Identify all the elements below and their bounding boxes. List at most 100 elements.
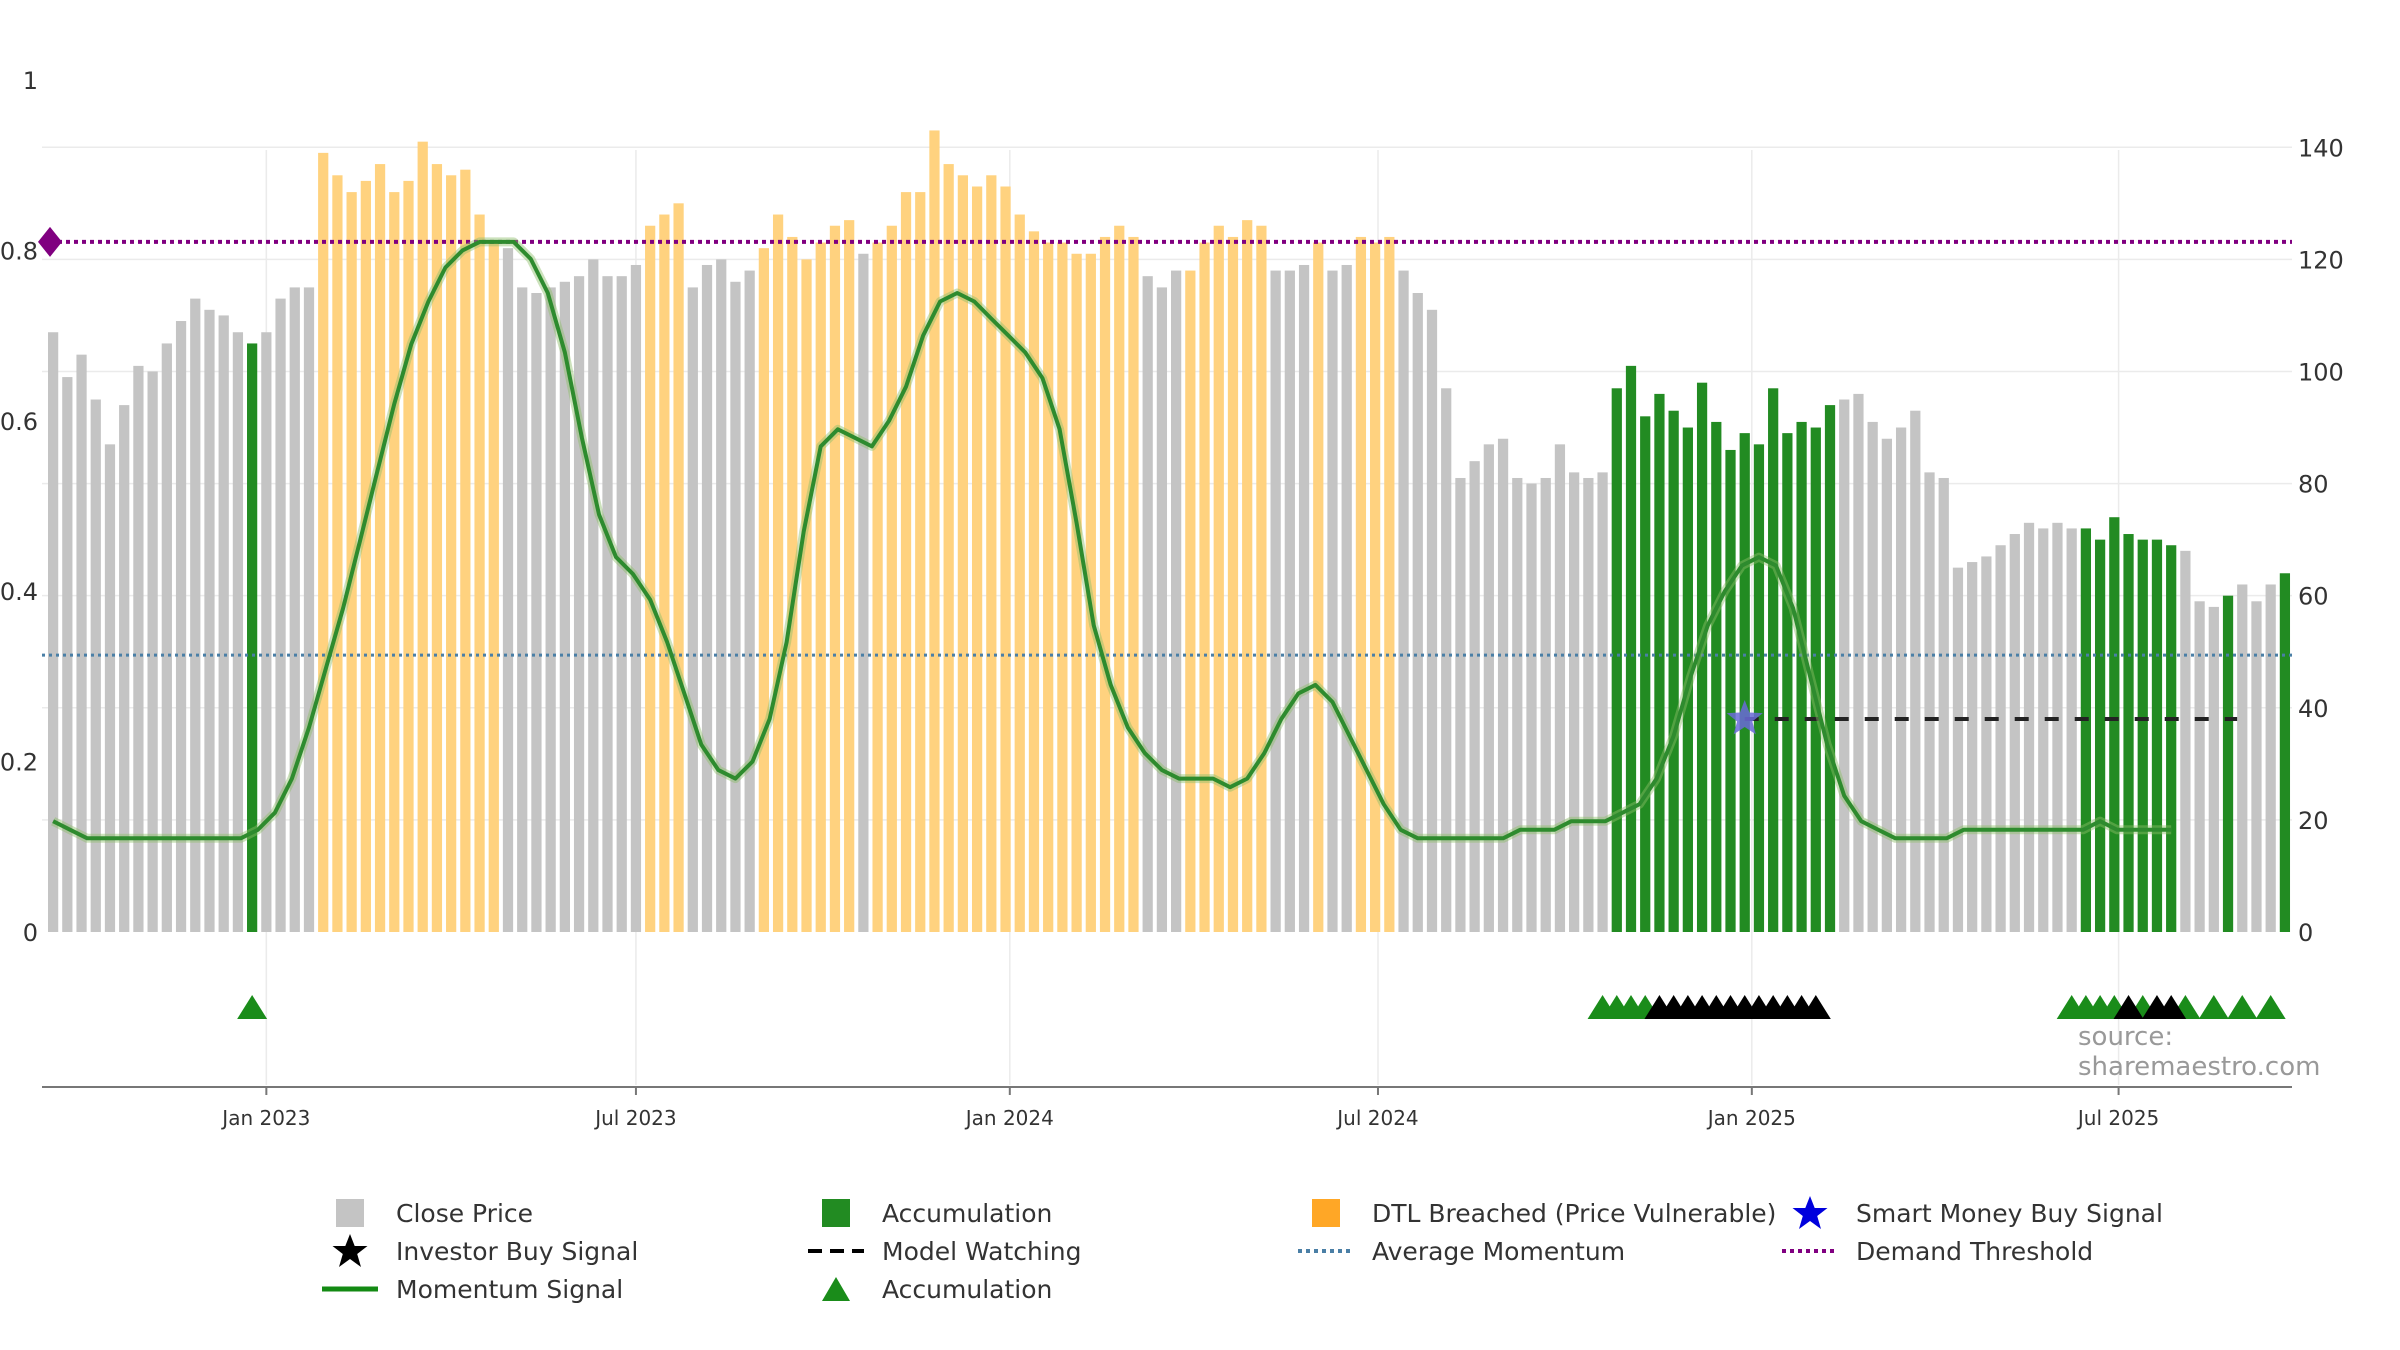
price-bar <box>1426 309 1438 932</box>
price-bar <box>915 192 926 932</box>
legend-label-average-momentum: Average Momentum <box>1372 1236 1626 1266</box>
price-bar <box>1995 545 2006 932</box>
price-bar <box>460 169 471 932</box>
price-bar <box>1099 236 1111 932</box>
price-bar <box>1554 444 1566 932</box>
price-bar <box>1455 477 1466 932</box>
price-bar <box>175 321 187 932</box>
legend-label-close-price: Close Price <box>396 1198 534 1228</box>
right-tick-label: 0 <box>2298 919 2313 947</box>
price-bar <box>616 276 627 932</box>
price-bar <box>1952 567 1964 932</box>
price-bar <box>730 281 741 933</box>
right-tick-label: 20 <box>2298 807 2329 835</box>
price-bar <box>1881 438 1892 932</box>
price-bar <box>1114 225 1125 933</box>
legend-item-demand-threshold: Demand Threshold <box>1780 1233 2093 1269</box>
right-tick-label: 80 <box>2298 471 2329 499</box>
price-bar <box>1256 225 1267 933</box>
right-tick-label: 140 <box>2298 134 2344 162</box>
price-bar <box>2038 528 2049 932</box>
accumulation-triangle <box>2198 995 2229 1019</box>
price-bar <box>403 180 414 933</box>
price-bar <box>474 214 485 933</box>
dashed-line-icon <box>808 1249 864 1253</box>
price-bar <box>147 371 158 932</box>
price-bar <box>1782 433 1793 932</box>
price-bar <box>1156 287 1168 932</box>
price-bar <box>1967 562 1978 932</box>
price-bar <box>2094 539 2106 932</box>
price-bar <box>900 192 912 932</box>
price-bar <box>1611 388 1622 933</box>
price-bar <box>1497 438 1509 932</box>
price-bar <box>1796 421 1807 932</box>
legend-item-average-momentum: Average Momentum <box>1296 1233 1625 1269</box>
price-bar <box>133 365 144 932</box>
price-bar <box>76 354 87 932</box>
price-bar <box>772 214 784 933</box>
price-bar <box>1696 382 1708 932</box>
price-bar <box>2052 522 2063 932</box>
price-bar <box>588 259 599 932</box>
price-bar <box>374 164 386 932</box>
star-icon <box>332 1234 368 1267</box>
price-bar <box>1355 236 1367 932</box>
price-bar <box>1540 477 1551 932</box>
price-bar <box>1483 444 1494 932</box>
price-bar <box>2123 534 2134 932</box>
price-bar <box>872 242 883 933</box>
price-bar <box>517 287 528 932</box>
price-bar <box>1412 293 1423 932</box>
price-bar <box>801 259 812 932</box>
price-bar <box>2009 534 2020 932</box>
price-bar <box>360 180 371 933</box>
legend-label-smart-money: Smart Money Buy Signal <box>1856 1198 2163 1228</box>
price-bar <box>787 236 798 932</box>
price-bar <box>275 298 286 933</box>
price-bar <box>204 309 215 932</box>
price-bar <box>531 293 542 932</box>
price-bar <box>1185 270 1196 932</box>
price-bar <box>573 276 585 932</box>
axes: 0 0.2 0.4 0.6 0.8 1 0 20 40 60 80 100 120 140 Jan 2023… <box>0 67 2344 1130</box>
price-bar <box>2251 601 2262 932</box>
price-bar <box>1924 472 1935 932</box>
price-bar <box>2151 539 2163 932</box>
price-bar <box>1583 477 1594 932</box>
price-bar <box>929 130 940 932</box>
price-bar <box>1171 270 1182 932</box>
price-bar <box>232 332 244 933</box>
left-tick-label: 0 <box>23 919 38 947</box>
triangle-icon <box>822 1277 850 1301</box>
price-bar <box>1640 416 1651 932</box>
legend-label-accumulation-triangle: Accumulation <box>882 1274 1053 1304</box>
left-tick-label: 0.2 <box>0 749 38 777</box>
legend-label-dtl-breached: DTL Breached (Price Vulnerable) <box>1372 1198 1777 1228</box>
price-bar <box>218 315 229 933</box>
price-bar <box>1043 242 1054 933</box>
price-bar <box>971 186 983 932</box>
price-bar <box>2265 584 2276 932</box>
price-bar <box>417 141 428 932</box>
price-bar <box>1867 421 1878 932</box>
price-bar <box>2080 528 2092 932</box>
momentum-series <box>51 237 2172 843</box>
price-bar <box>1668 410 1679 932</box>
legend-label-investor-buy: Investor Buy Signal <box>396 1236 639 1266</box>
x-tick-label: Jan 2024 <box>964 1106 1054 1130</box>
price-bar <box>1284 270 1295 932</box>
price-bar <box>1128 236 1139 932</box>
accumulation-swatch <box>822 1199 850 1227</box>
smart-money-star <box>1726 700 1763 735</box>
price-bar <box>1270 270 1281 932</box>
price-bar <box>1398 270 1409 932</box>
price-bar <box>1654 393 1665 932</box>
legend-label-momentum-signal: Momentum Signal <box>396 1274 624 1304</box>
price-bar <box>1057 242 1068 933</box>
price-bar <box>673 203 684 932</box>
right-tick-label: 100 <box>2298 358 2344 386</box>
price-bar <box>2180 550 2191 932</box>
price-bar <box>446 175 457 932</box>
price-bar <box>1853 393 1864 932</box>
